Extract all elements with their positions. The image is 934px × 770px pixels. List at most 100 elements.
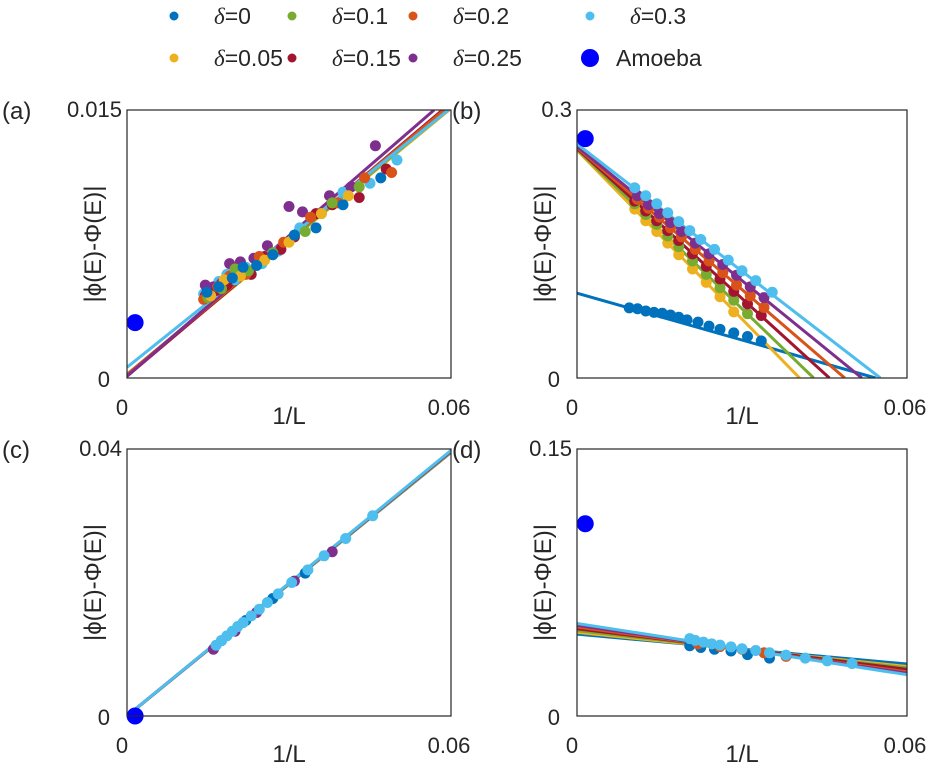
data-point-d03 (846, 657, 858, 669)
data-point-d005 (259, 254, 271, 266)
data-point-d0 (267, 249, 279, 261)
data-point-d005 (315, 208, 327, 220)
data-point-d03 (780, 649, 792, 661)
data-point-d01 (714, 282, 726, 294)
legend-entry: δ=0.1 (287, 3, 388, 29)
legend-marker (581, 49, 599, 67)
data-point-d03 (695, 234, 707, 246)
data-point-d03 (698, 636, 709, 648)
panel-label: (d) (452, 437, 481, 464)
y-axis-label: |ϕ(E)-Φ(E)| (530, 524, 557, 641)
data-point-d03 (245, 610, 257, 622)
y-tick-label-min: 0 (548, 705, 560, 730)
plot-area (577, 142, 882, 378)
legend-entry: δ=0.3 (585, 3, 686, 29)
legend-label: δ=0.3 (630, 3, 686, 29)
x-axis-label: 1/L (725, 403, 758, 430)
data-point-d01 (353, 181, 365, 193)
data-point-d03 (261, 597, 273, 609)
legend-label: δ=0.2 (453, 3, 509, 29)
x-axis-label: 1/L (272, 403, 305, 430)
data-point-d0 (692, 316, 704, 328)
data-point-d0 (201, 286, 213, 298)
legend-label-value: =0.15 (343, 45, 401, 71)
legend-label-value: =0 (225, 3, 251, 29)
data-point-d03 (750, 275, 762, 287)
data-point-d03 (706, 638, 718, 650)
amoeba-point (576, 130, 594, 148)
legend-label: δ=0.05 (214, 45, 283, 71)
legend-marker (169, 53, 179, 63)
legend-label: δ=0.25 (453, 45, 522, 71)
data-point-d025 (643, 199, 654, 211)
legend-label-greek: δ (332, 46, 343, 71)
data-point-d0 (703, 320, 715, 332)
data-point-d03 (318, 550, 330, 562)
plot-area (577, 621, 907, 677)
axes-frame (576, 109, 908, 379)
data-point-d0 (623, 302, 635, 314)
data-point-d0 (665, 309, 676, 321)
data-point-d01 (742, 308, 753, 320)
y-tick-label-min: 0 (98, 705, 110, 730)
data-point-d03 (367, 510, 379, 522)
data-point-d0 (251, 259, 263, 271)
data-point-d005 (342, 190, 354, 202)
plot-background (577, 110, 907, 378)
y-axis-label: |ϕ(E)-Φ(E)| (530, 185, 557, 302)
legend-entry: δ=0.15 (287, 45, 401, 71)
amoeba-point (576, 515, 594, 533)
legend-entry: δ=0.25 (408, 45, 522, 71)
legend-entry: Amoeba (581, 45, 702, 71)
legend-entry: δ=0 (169, 3, 251, 29)
x-tick-label-min: 0 (116, 395, 128, 420)
legend-marker (408, 11, 418, 21)
data-point-d0 (681, 314, 693, 326)
data-point-d0 (310, 222, 322, 234)
legend-label-value: =0.05 (225, 45, 283, 71)
data-point-d02 (744, 290, 756, 302)
data-point-d03 (714, 639, 726, 651)
data-point-d0 (728, 327, 740, 339)
data-point-d0 (742, 330, 753, 342)
data-point-d03 (799, 652, 811, 664)
data-point-d0 (226, 272, 238, 284)
data-point-d03 (662, 207, 674, 219)
y-tick-label-max: 0.3 (541, 97, 572, 122)
amoeba-point (126, 314, 144, 332)
data-point-d0 (375, 172, 387, 184)
y-tick-label-max: 0.04 (79, 436, 122, 461)
data-point-d03 (709, 243, 720, 255)
data-point-d03 (750, 644, 762, 656)
y-tick-label-min: 0 (548, 367, 560, 392)
legend-marker (287, 11, 297, 21)
data-point-d03 (629, 182, 641, 194)
legend-entry: δ=0.2 (408, 3, 509, 29)
data-point-d03 (684, 225, 696, 237)
data-point-d03 (736, 643, 748, 655)
legend-marker (287, 53, 297, 63)
data-point-d02 (758, 301, 770, 313)
chart-panel: (b) 0.3 00 0.06 1/L |ϕ(E)-Φ(E)| (452, 97, 926, 430)
data-point-d025 (297, 206, 308, 218)
data-point-d03 (340, 532, 352, 544)
data-point-d02 (305, 211, 317, 223)
data-point-d005 (714, 291, 726, 303)
data-point-d015 (353, 192, 365, 204)
legend-label: Amoeba (616, 45, 702, 71)
data-point-d03 (272, 588, 284, 600)
data-point-d0 (288, 229, 300, 241)
y-axis-label: |ϕ(E)-Φ(E)| (80, 524, 107, 641)
data-point-d03 (673, 216, 685, 228)
data-point-d03 (722, 254, 734, 266)
data-point-d03 (253, 603, 265, 615)
y-tick-label-min: 0 (98, 367, 110, 392)
data-point-d01 (728, 294, 740, 306)
data-point-d01 (299, 225, 311, 237)
plot-background (577, 449, 907, 716)
data-point-d005 (728, 306, 740, 318)
x-tick-label-min: 0 (566, 733, 578, 758)
data-point-d0 (656, 307, 668, 319)
data-point-d025 (654, 208, 665, 220)
